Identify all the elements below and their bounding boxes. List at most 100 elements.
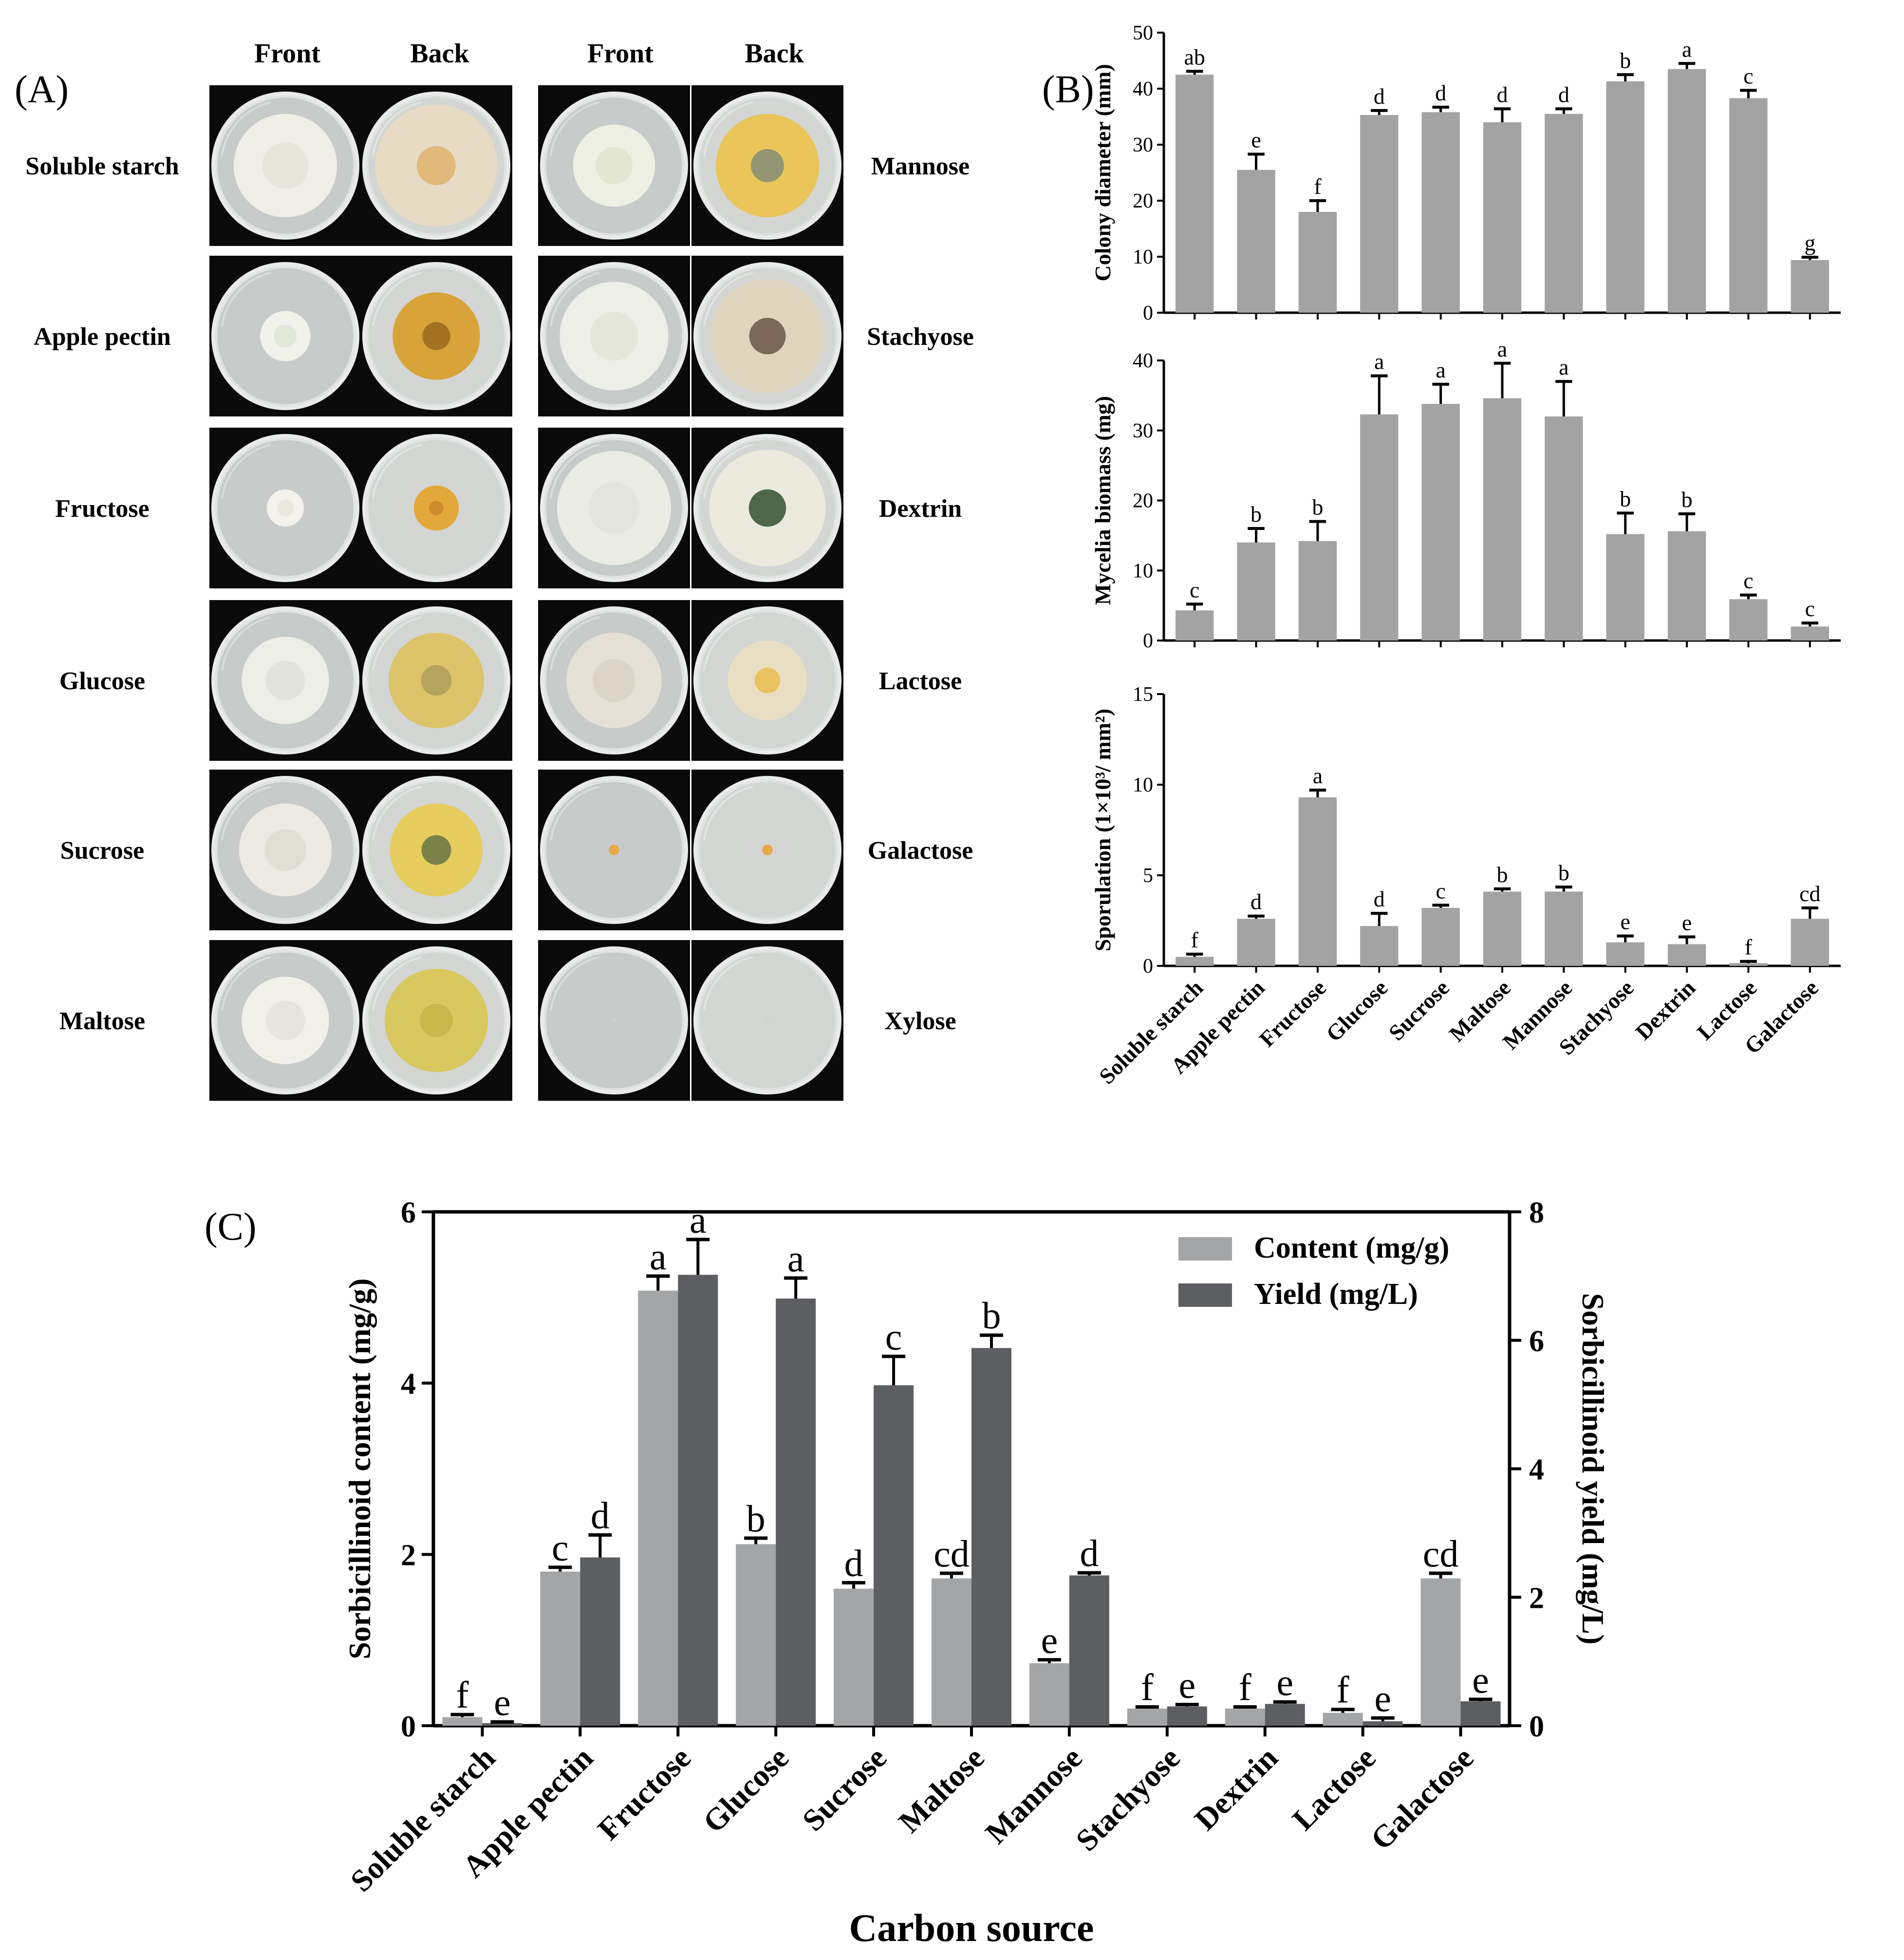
sporulation-xlabel-soluble-starch: Soluble starch [1094, 975, 1208, 1089]
c-letter-0-0: f [456, 1674, 468, 1716]
c-letter-1-10: e [1472, 1658, 1489, 1701]
c-bar-content-mg-g-dextrin [1225, 1708, 1265, 1726]
colony-diameter-ytick-label-30: 30 [1133, 134, 1153, 156]
sporulation-letter-3: d [1374, 886, 1385, 911]
c-letter-0-6: e [1041, 1619, 1058, 1661]
plate-galactose-front [538, 770, 690, 930]
sporulation-letter-2: a [1313, 763, 1323, 788]
row-label-apple-pectin: Apple pectin [34, 323, 171, 351]
sorbicillinoid-chart: 0 2 4 6 0 2 4 6 8 Sorbicillinoid content (mg/g) So… [342, 1196, 1610, 1950]
mycelia-biomass-letter-5: a [1497, 337, 1507, 361]
mycelia-biomass-bar-glucose [1360, 414, 1399, 641]
colony-diameter-letter-2: f [1314, 174, 1322, 199]
mycelia-biomass-letter-3: a [1374, 349, 1384, 374]
c-bar-content-mg-g-sucrose [834, 1588, 874, 1726]
sporulation-bar-lactose [1729, 963, 1768, 966]
row-label-soluble-starch: Soluble starch [25, 152, 179, 180]
mycelia-biomass-bar-sucrose [1421, 404, 1460, 641]
mycelia-biomass-letter-0: c [1190, 577, 1199, 602]
c-bar-yield-mg-l-fructose [678, 1275, 718, 1726]
c-letter-0-5: cd [933, 1532, 970, 1575]
sporulation-letter-5: b [1497, 862, 1508, 887]
sporulation-letter-8: e [1682, 910, 1692, 935]
c-legend-swatch-yield-mg-l [1178, 1283, 1232, 1307]
c-letter-1-4: c [885, 1316, 902, 1358]
mycelia-biomass-ytick-label-20: 20 [1133, 490, 1153, 512]
c-bar-yield-mg-l-mannose [1069, 1575, 1109, 1726]
plate-xylose-back [691, 940, 843, 1101]
mycelia-biomass-bar-apple-pectin [1237, 542, 1275, 641]
c-letter-1-9: e [1374, 1677, 1391, 1719]
mycelia-biomass-chart: 0 10 20 30 40 Mycelia biomass (mg) c b b a a a a b b c c [1090, 337, 1841, 652]
c-bar-content-mg-g-soluble-starch [442, 1717, 483, 1726]
colony-diameter-letter-8: a [1682, 37, 1692, 61]
plate-sucrose-back [360, 770, 512, 930]
c-letter-0-7: f [1141, 1666, 1154, 1708]
plate-maltose-back [360, 940, 512, 1101]
colony-diameter-chart: 0 10 20 30 40 50 Colony diameter (mm) ab e f d d d d b… [1090, 22, 1841, 324]
c-xlabel-dextrin: Dextrin [1188, 1740, 1284, 1837]
mycelia-biomass-bar-soluble-starch [1176, 610, 1214, 641]
plate-dextrin-front [538, 428, 690, 588]
plate-apple-pectin-front [209, 256, 361, 416]
row-label-mannose: Mannose [871, 152, 970, 180]
sporulation-bar-fructose [1298, 797, 1337, 966]
sporulation-bar-mannose [1545, 891, 1583, 966]
column-header-back-1: Back [410, 38, 469, 69]
sporulation-xlabel-fructose: Fructose [1254, 975, 1331, 1052]
c-letter-1-8: e [1276, 1661, 1293, 1703]
sporulation-ytick-label-10: 10 [1133, 774, 1153, 796]
c-bar-yield-mg-l-apple-pectin [580, 1557, 620, 1726]
c-letter-1-7: e [1179, 1663, 1196, 1706]
c-letter-1-0: e [494, 1681, 511, 1723]
column-header-front-0: Front [254, 38, 320, 69]
c-xlabel-glucose: Glucose [696, 1740, 796, 1840]
sporulation-chart: 0 5 10 15 Sporulation (1×10³/ mm²) f d a d c b b e e f… [1090, 683, 1841, 1089]
column-header-back-3: Back [745, 38, 804, 69]
c-xlabel-lactose: Lactose [1286, 1740, 1382, 1837]
c-bar-content-mg-g-apple-pectin [540, 1571, 580, 1726]
c-ytick-label-right-2: 2 [1529, 1582, 1544, 1615]
c-ytick-label-left-6: 6 [401, 1196, 416, 1229]
c-ytick-label-right-8: 8 [1529, 1196, 1544, 1229]
colony-diameter-letter-5: d [1497, 82, 1508, 107]
c-ytick-label-left-2: 2 [401, 1539, 416, 1572]
c-letter-0-3: b [747, 1497, 765, 1540]
sporulation-ytick-label-5: 5 [1143, 865, 1153, 887]
mycelia-biomass-bar-dextrin [1667, 531, 1706, 641]
sporulation-letter-4: c [1436, 878, 1445, 903]
c-bar-content-mg-g-galactose [1420, 1578, 1461, 1726]
colony-diameter-bar-apple-pectin [1237, 170, 1275, 313]
plate-glucose-front [209, 600, 361, 761]
row-label-galactose: Galactose [868, 837, 973, 865]
c-letter-0-1: c [552, 1527, 569, 1569]
plate-fructose-front [209, 428, 361, 588]
c-xlabel-galactose: Galactose [1364, 1740, 1480, 1857]
mycelia-biomass-letter-2: b [1312, 495, 1323, 520]
sporulation-xlabel-sucrose: Sucrose [1384, 975, 1454, 1045]
mycelia-biomass-ytick-label-0: 0 [1143, 630, 1153, 652]
panel-c-label: (C) [205, 1206, 257, 1248]
c-legend-label-content-mg-g: Content (mg/g) [1254, 1231, 1449, 1264]
panel-a-label: (A) [15, 68, 69, 111]
sporulation-bar-apple-pectin [1237, 919, 1275, 966]
sporulation-xlabel-dextrin: Dextrin [1631, 975, 1700, 1045]
sporulation-bar-soluble-starch [1176, 957, 1214, 966]
colony-diameter-ytick-label-50: 50 [1133, 22, 1153, 44]
colony-diameter-ytick-label-40: 40 [1133, 78, 1153, 100]
c-letter-0-8: f [1239, 1666, 1251, 1708]
mycelia-biomass-ytick-label-30: 30 [1133, 420, 1153, 442]
colony-diameter-bar-mannose [1545, 113, 1583, 313]
plate-lactose-back [691, 600, 843, 761]
colony-diameter-ytick-label-10: 10 [1133, 246, 1153, 268]
c-bar-content-mg-g-glucose [736, 1544, 776, 1726]
mycelia-biomass-bar-lactose [1729, 599, 1768, 641]
mycelia-biomass-bar-stachyose [1606, 534, 1644, 641]
plate-glucose-back [360, 600, 512, 761]
c-letter-1-5: b [982, 1294, 1001, 1337]
sporulation-bar-maltose [1483, 891, 1522, 966]
colony-diameter-bar-stachyose [1606, 81, 1644, 313]
colony-diameter-bar-sucrose [1421, 112, 1460, 313]
c-legend-label-yield-mg-l: Yield (mg/L) [1254, 1278, 1418, 1311]
c-xlabel-fructose: Fructose [591, 1740, 698, 1847]
